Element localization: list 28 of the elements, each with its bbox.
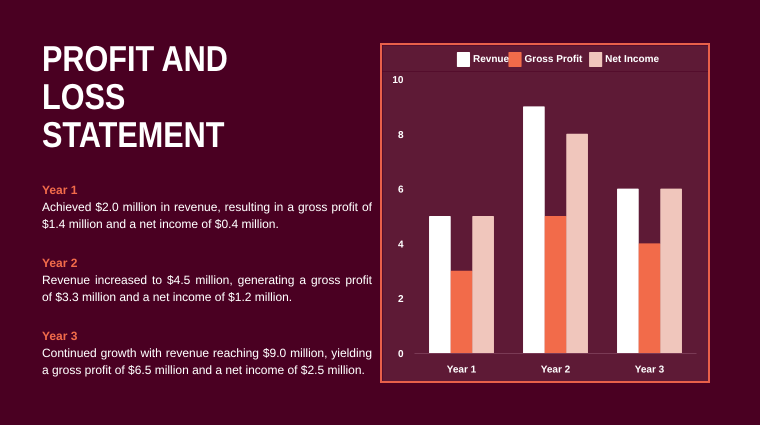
x-tick-label: Year 3	[634, 364, 665, 376]
text: Continued growth with revenue reaching $9.0 million, yielding a gross profit of $6.5 million and a net income of $2.5 million.	[42, 345, 372, 380]
x-tick-label: Year 1	[446, 364, 477, 376]
legend-label: Net Income	[605, 54, 660, 65]
text: Year 1	[42, 182, 78, 199]
bar	[638, 243, 660, 354]
bar	[544, 216, 566, 354]
bar	[660, 188, 682, 354]
legend-label: Revnue	[472, 54, 510, 65]
text: Year 2	[42, 255, 78, 272]
y-tick-label: 0	[398, 349, 404, 360]
y-tick-label: 6	[398, 184, 404, 196]
y-tick-label: 8	[398, 130, 404, 141]
y-tick-label: 2	[398, 294, 404, 306]
bar	[566, 134, 588, 354]
y-tick-label: 4	[398, 239, 404, 250]
text: Year 3	[42, 328, 78, 346]
y-tick-label: 10	[392, 75, 404, 86]
x-tick-label: Year 2	[540, 364, 571, 376]
chart-title: PROFIT AND LOSS STATEMENT	[42, 38, 229, 155]
bar	[617, 188, 639, 354]
bar	[429, 216, 451, 354]
bar	[450, 270, 472, 354]
text: Achieved $2.0 million in revenue, resulting in a gross profit of $1.4 million and a net income of $0.4 million.	[42, 199, 372, 234]
bar	[523, 106, 545, 354]
text: Revenue increased to $4.5 million, generating a gross profit of $3.3 million and a net income of $1.2 million.	[42, 272, 372, 306]
legend-label: Gross Profit	[524, 54, 583, 65]
bar	[472, 216, 494, 354]
